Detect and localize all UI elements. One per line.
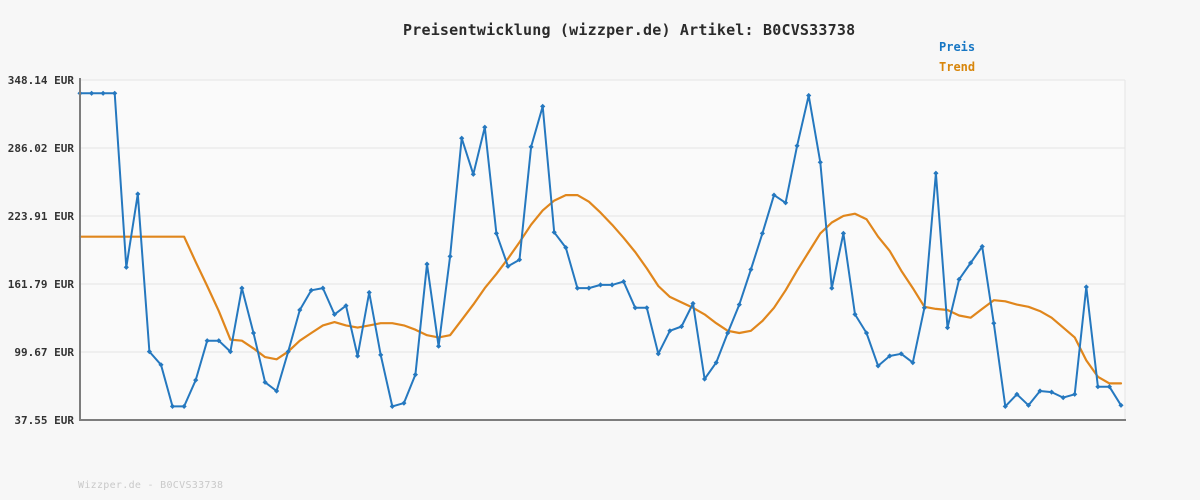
y-axis-tick-label: 99.67 EUR (14, 346, 74, 359)
chart-title: Preisentwicklung (wizzper.de) Artikel: B… (403, 21, 856, 39)
plot-area (80, 80, 1125, 420)
trend-line (78, 194, 1123, 385)
y-axis-tick-label: 161.79 EUR (8, 278, 75, 291)
y-axis-tick-label: 37.55 EUR (14, 414, 74, 427)
y-axis-tick-label: 286.02 EUR (8, 142, 75, 155)
legend-label-preis: Preis (939, 40, 976, 54)
watermark: Wizzper.de - B0CVS33738 (78, 480, 224, 491)
legend-label-trend: Trend (939, 60, 976, 74)
y-axis-tick-label: 223.91 EUR (8, 210, 75, 223)
y-axis-tick-label: 348.14 EUR (8, 74, 75, 87)
